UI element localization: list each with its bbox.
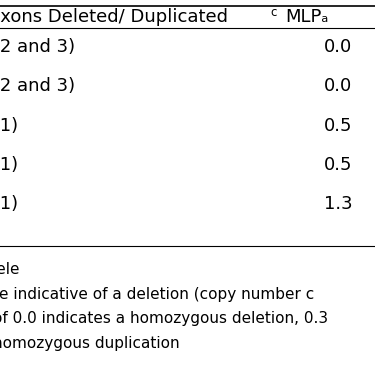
Text: re indicative of a deletion (copy number c: re indicative of a deletion (copy number… [0, 287, 314, 302]
Text: 0.0: 0.0 [324, 77, 352, 95]
Text: of 0.0 indicates a homozygous deletion, 0.3: of 0.0 indicates a homozygous deletion, … [0, 311, 328, 326]
Text: 2 and 3): 2 and 3) [0, 77, 75, 95]
Text: 1): 1) [0, 156, 18, 174]
Text: 0.0: 0.0 [324, 38, 352, 56]
Text: 1.3: 1.3 [324, 195, 352, 213]
Text: 2 and 3): 2 and 3) [0, 38, 75, 56]
Text: 0.5: 0.5 [324, 156, 352, 174]
Text: 1): 1) [0, 195, 18, 213]
Text: 1): 1) [0, 117, 18, 135]
Text: Exons Deleted/ Duplicated: Exons Deleted/ Duplicated [0, 8, 228, 26]
Text: lele: lele [0, 262, 20, 278]
Text: MLPₐ: MLPₐ [285, 8, 328, 26]
Text: homozygous duplication: homozygous duplication [0, 336, 179, 351]
Text: 0.5: 0.5 [324, 117, 352, 135]
Text: c: c [270, 6, 276, 18]
